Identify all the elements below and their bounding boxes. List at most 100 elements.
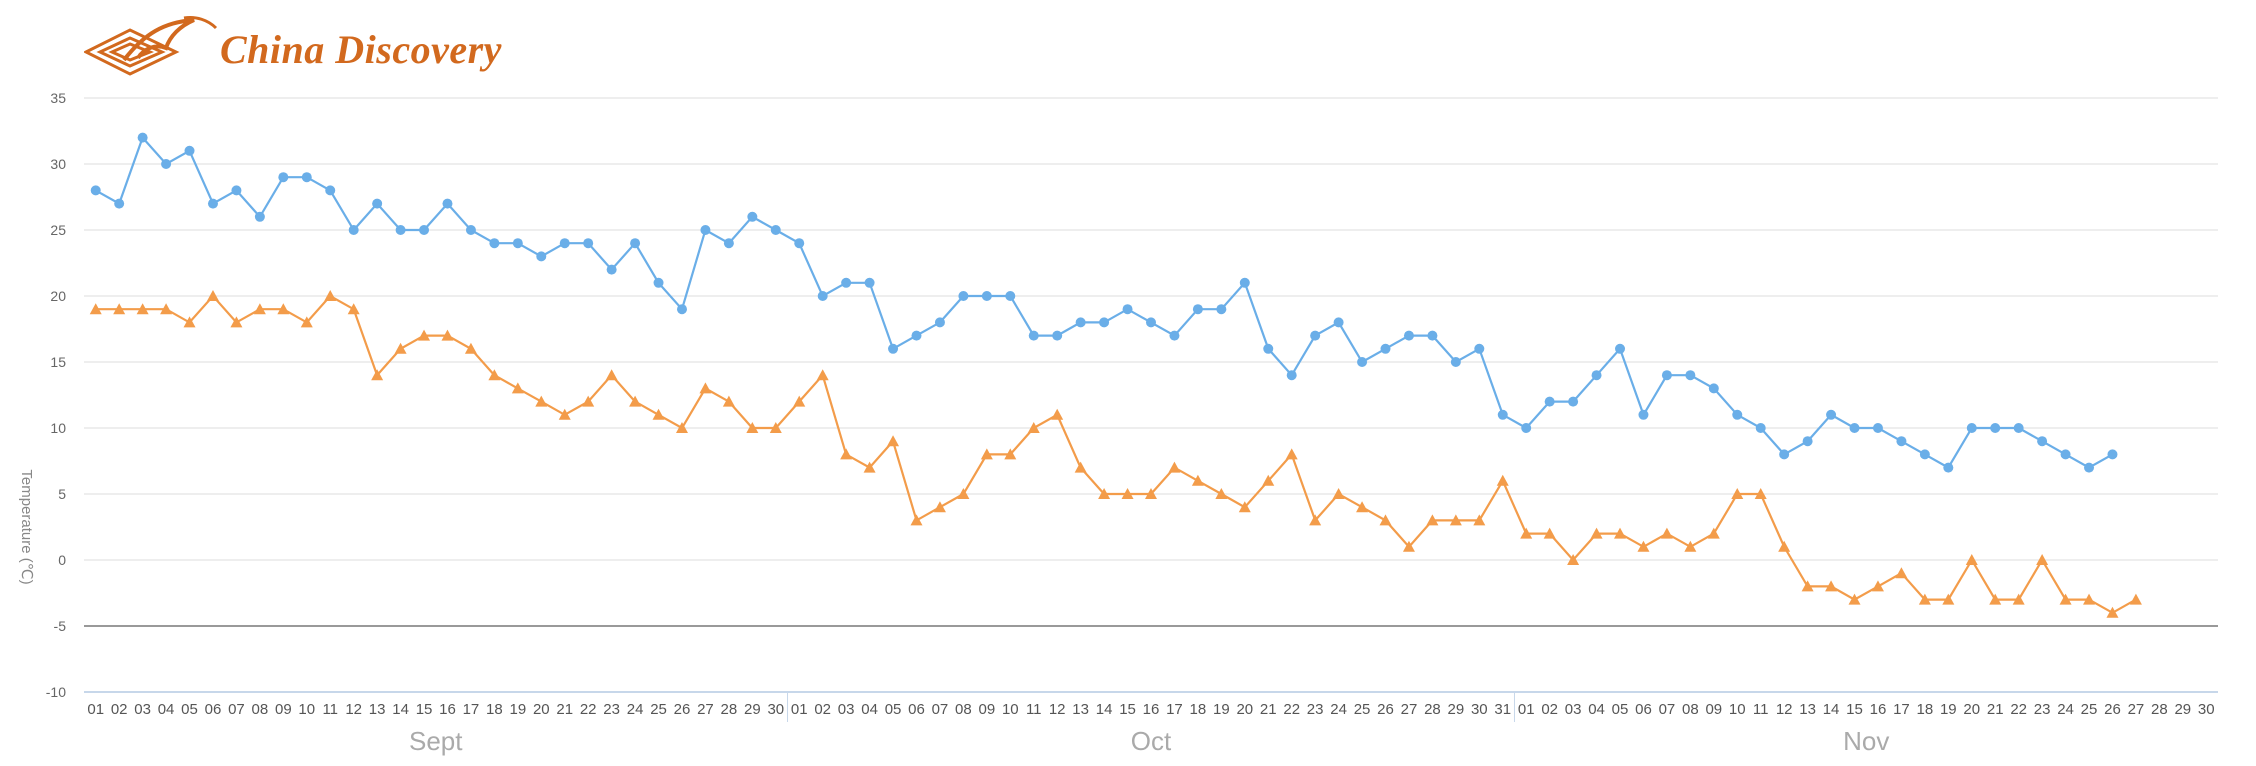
x-tick-label: 14 [1823,701,1840,718]
data-point [957,488,970,499]
y-tick-label: 5 [58,486,66,502]
x-tick-label: 23 [603,701,620,718]
x-tick-label: 08 [955,701,972,718]
x-tick-label: 19 [1213,701,1230,718]
data-point [817,291,828,301]
x-tick-label: 10 [1002,701,1019,718]
grid-lines [84,97,2218,693]
logo: China Discovery [84,14,502,84]
x-tick-label: 08 [252,701,269,718]
data-point [700,225,711,235]
x-tick-label: 01 [87,701,104,718]
data-point [1145,488,1157,499]
data-point [2107,449,2118,460]
data-point [442,198,453,209]
x-tick-label: 14 [392,701,409,718]
data-point [605,369,618,381]
data-point [1989,593,2002,605]
data-point [794,238,805,249]
x-tick-label: 27 [1401,701,1418,718]
data-point [1403,330,1414,341]
x-tick-label: 18 [1917,701,1934,718]
x-tick-label: 12 [1776,701,1793,718]
x-tick-label: 13 [1799,701,1816,718]
data-point [1075,317,1086,328]
data-point [933,501,946,513]
x-tick-label: 06 [1635,701,1652,718]
data-point [583,238,594,249]
data-point [1660,527,1673,539]
data-point [746,422,759,433]
data-point [1520,527,1533,539]
data-point [1122,304,1133,315]
data-point [1192,304,1203,315]
data-point [230,316,243,328]
x-tick-label: 16 [439,701,456,718]
data-point [1497,409,1508,420]
y-tick-label: 25 [50,222,66,238]
data-point [1074,461,1087,473]
data-point [910,514,923,526]
data-point [1895,567,1908,579]
x-tick-label: 26 [674,701,691,718]
data-point [1568,396,1579,407]
y-tick-label: 0 [58,552,66,568]
x-tick-label: 24 [627,701,644,718]
data-point [934,317,945,328]
data-point [1286,370,1297,381]
data-point [793,395,806,407]
data-point [722,395,735,407]
x-tick-label: 20 [1963,701,1980,718]
x-tick-label: 16 [1870,701,1887,718]
x-tick-label: 26 [2104,701,2121,718]
data-point [840,448,853,460]
data-point [980,448,993,460]
x-tick-label: 05 [885,701,902,718]
data-point [161,159,172,169]
x-tick-label: 13 [1072,701,1089,718]
data-point [489,238,500,249]
data-point [1216,304,1227,315]
data-point [1402,540,1415,552]
data-point [1449,514,1462,526]
data-point [1310,330,1321,341]
data-point [1051,408,1064,420]
x-tick-label: 03 [134,701,151,718]
data-point [958,291,969,301]
y-tick-label: -10 [46,684,66,700]
y-axis-ticks: -10 -5 0 5 10 15 20 25 30 35 [46,90,66,700]
x-tick-label: 22 [2010,701,2027,718]
x-tick-label: 27 [697,701,714,718]
data-point [653,277,664,288]
data-point [676,304,687,315]
data-point [1121,488,1134,499]
data-point [1778,540,1791,552]
data-point [699,382,712,394]
data-point [2013,423,2024,433]
data-point [1848,593,1861,605]
data-point [911,330,922,341]
data-point [816,369,829,381]
data-point [114,198,125,209]
data-point [559,238,570,249]
data-point [1871,580,1884,592]
data-point [1801,580,1814,592]
y-tick-label: 15 [50,354,66,370]
x-tick-label: 03 [1565,701,1582,718]
data-point [1215,488,1228,499]
month-label: Sept [409,726,463,756]
data-point [348,225,359,235]
data-point [606,264,617,275]
data-point [2036,554,2049,565]
x-tick-label: 23 [2034,701,2051,718]
x-tick-label: 10 [298,701,315,718]
data-point [2084,462,2095,473]
data-point [207,198,218,209]
data-point [864,277,875,288]
data-point [1169,330,1180,341]
data-point [1872,423,1883,433]
data-point [2083,593,2096,605]
data-point [535,395,548,407]
data-point [300,316,313,328]
x-tick-label: 02 [1541,701,1558,718]
